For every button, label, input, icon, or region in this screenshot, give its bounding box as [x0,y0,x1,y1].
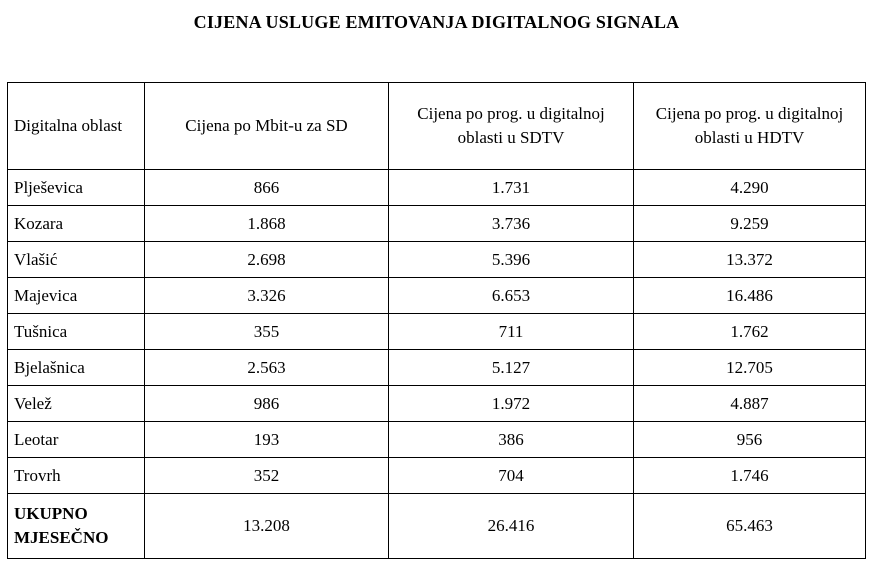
price-program-sdtv: 5.396 [388,241,634,278]
price-program-sdtv: 3.736 [388,205,634,242]
price-program-sdtv: 704 [388,457,634,494]
price-program-hdtv: 1.762 [633,313,866,350]
total-label: UKUPNO MJESEČNO [7,493,145,559]
price-program-hdtv: 12.705 [633,349,866,386]
table-row: Leotar 193 386 956 [7,421,866,458]
table-row: Trovrh 352 704 1.746 [7,457,866,494]
price-table: Digitalna oblast Cijena po Mbit-u za SD … [7,82,866,559]
table-header-row: Digitalna oblast Cijena po Mbit-u za SD … [7,82,866,170]
column-header-price-mbit-sd: Cijena po Mbit-u za SD [144,82,389,170]
price-mbit-sd: 193 [144,421,389,458]
table-row: Kozara 1.868 3.736 9.259 [7,205,866,242]
price-mbit-sd: 3.326 [144,277,389,314]
price-program-hdtv: 4.887 [633,385,866,422]
price-mbit-sd: 866 [144,169,389,206]
area-name: Kozara [7,205,145,242]
area-name: Vlašić [7,241,145,278]
table-row: Vlašić 2.698 5.396 13.372 [7,241,866,278]
table-row: Velež 986 1.972 4.887 [7,385,866,422]
table-row: Plješevica 866 1.731 4.290 [7,169,866,206]
total-price-program-hdtv: 65.463 [633,493,866,559]
price-program-sdtv: 1.731 [388,169,634,206]
price-program-hdtv: 1.746 [633,457,866,494]
table-row: Bjelašnica 2.563 5.127 12.705 [7,349,866,386]
price-program-hdtv: 4.290 [633,169,866,206]
table-row: Tušnica 355 711 1.762 [7,313,866,350]
column-header-price-program-sdtv: Cijena po prog. u digitalnoj oblasti u S… [388,82,634,170]
price-mbit-sd: 986 [144,385,389,422]
area-name: Velež [7,385,145,422]
price-program-hdtv: 9.259 [633,205,866,242]
price-program-sdtv: 5.127 [388,349,634,386]
total-row: UKUPNO MJESEČNO 13.208 26.416 65.463 [7,493,866,559]
price-program-sdtv: 386 [388,421,634,458]
price-program-sdtv: 1.972 [388,385,634,422]
total-price-mbit-sd: 13.208 [144,493,389,559]
area-name: Trovrh [7,457,145,494]
price-program-hdtv: 13.372 [633,241,866,278]
price-mbit-sd: 352 [144,457,389,494]
area-name: Plješevica [7,169,145,206]
area-name: Leotar [7,421,145,458]
price-program-sdtv: 711 [388,313,634,350]
column-header-area: Digitalna oblast [7,82,145,170]
price-mbit-sd: 2.698 [144,241,389,278]
price-program-hdtv: 956 [633,421,866,458]
column-header-price-program-hdtv: Cijena po prog. u digitalnoj oblasti u H… [633,82,866,170]
area-name: Tušnica [7,313,145,350]
table-row: Majevica 3.326 6.653 16.486 [7,277,866,314]
price-mbit-sd: 355 [144,313,389,350]
area-name: Bjelašnica [7,349,145,386]
price-mbit-sd: 2.563 [144,349,389,386]
document-title: CIJENA USLUGE EMITOVANJA DIGITALNOG SIGN… [193,12,680,32]
area-name: Majevica [7,277,145,314]
price-mbit-sd: 1.868 [144,205,389,242]
total-price-program-sdtv: 26.416 [388,493,634,559]
price-program-hdtv: 16.486 [633,277,866,314]
price-program-sdtv: 6.653 [388,277,634,314]
